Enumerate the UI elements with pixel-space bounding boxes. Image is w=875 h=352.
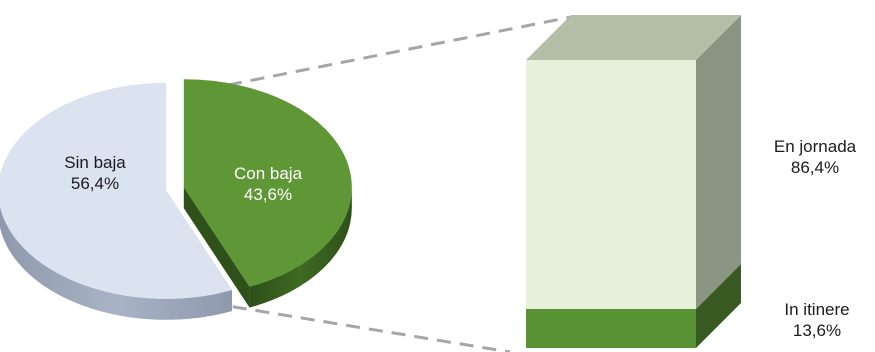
- connector-lines: [209, 15, 572, 352]
- pie-slice-sin-baja-top: [0, 82, 232, 299]
- pie-slice-sin-baja: [0, 82, 232, 320]
- stacked-bar-3d: [526, 15, 741, 348]
- bar-segment-en-jornada-front: [526, 60, 696, 309]
- pie-label-con-baja-value: 43,6%: [243, 185, 293, 204]
- bar-segment-in-itinere: [526, 263, 741, 348]
- pie-label-con-baja: Con baja 43,6%: [213, 163, 323, 205]
- bar-segment-in-itinere-side: [696, 263, 741, 348]
- bar-label-in-itinere: In itinere 13,6%: [762, 299, 872, 341]
- pie-slice-con-baja: [183, 79, 352, 308]
- pie-chart: [0, 79, 352, 320]
- pie-label-sin-baja: Sin baja 56,4%: [40, 152, 150, 194]
- pie-label-sin-baja-value: 56,4%: [70, 174, 120, 193]
- bar-segment-in-itinere-front: [526, 308, 696, 348]
- connector-line-top: [227, 15, 572, 87]
- bar-segment-en-jornada: [526, 15, 741, 309]
- pie-slice-con-baja-top: [183, 79, 352, 287]
- pie-label-sin-baja-name: Sin baja: [64, 153, 126, 172]
- bar-label-en-jornada: En jornada 86,4%: [760, 136, 870, 178]
- pie-label-con-baja-name: Con baja: [233, 164, 303, 183]
- bar-label-in-itinere-name: In itinere: [784, 300, 850, 319]
- bar-segment-en-jornada-side: [696, 15, 741, 309]
- connector-line-bottom: [209, 301, 511, 352]
- pie-slice-con-baja-side: [249, 187, 352, 308]
- pie-slice-con-baja-wall-end: [183, 187, 250, 308]
- bar-label-in-itinere-value: 13,6%: [792, 321, 842, 340]
- bar-label-en-jornada-value: 86,4%: [790, 158, 840, 177]
- pie-slice-sin-baja-side: [0, 206, 232, 320]
- bar-label-en-jornada-name: En jornada: [773, 137, 857, 156]
- bar-top-face: [526, 15, 741, 60]
